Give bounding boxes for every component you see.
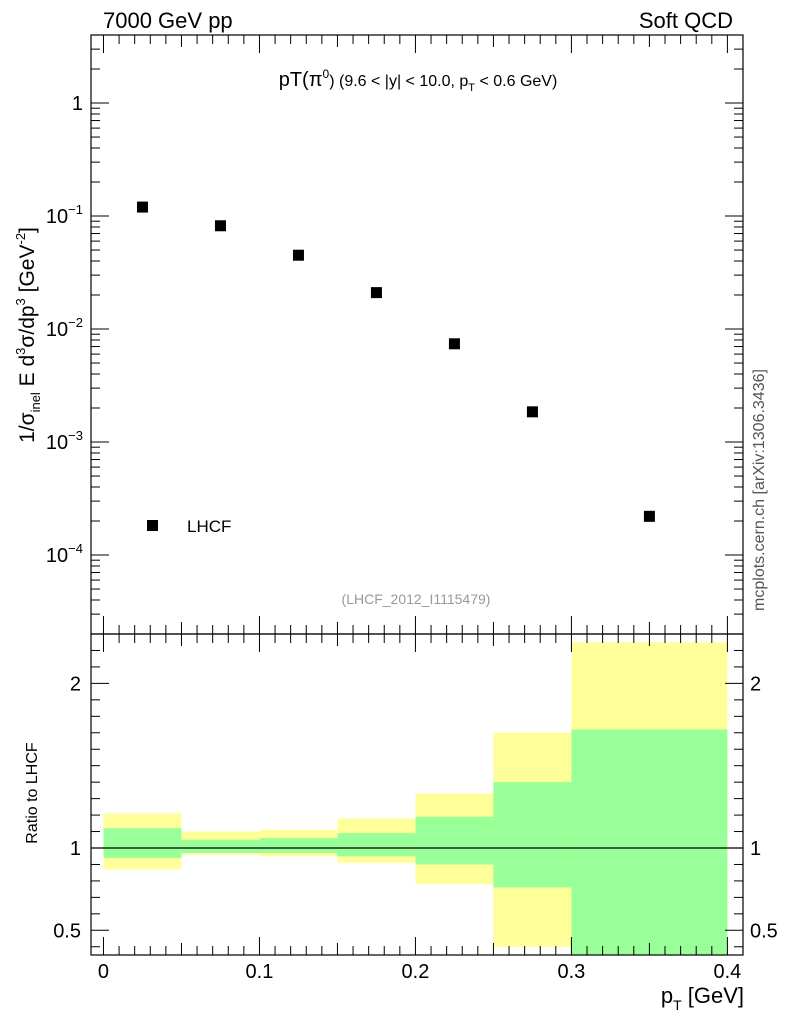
main-title-b: ) (9.6 < |y| < 10.0, p [329, 73, 468, 90]
main-ytick-label-0: 1 [72, 93, 83, 115]
ylabel-b-sup: 3 [13, 348, 28, 355]
ratio-xtick-label-1: 0.1 [246, 961, 274, 983]
ratio-xtick-label-2: 0.2 [402, 961, 430, 983]
ratio-ylabel: Ratio to LHCF [24, 742, 41, 844]
header-left: 7000 GeV pp [103, 8, 233, 33]
legend-marker [147, 520, 158, 531]
ratio-panel: 0.5 0.5 1 1 2 2 0 0.1 0.2 0.3 0.4 [53, 633, 778, 983]
data-point [136, 201, 148, 213]
data-point [370, 287, 382, 299]
ylabel-a: 1/σ [16, 412, 39, 443]
main-frame [90, 34, 744, 635]
ratio-xtick-label-0: 0 [98, 961, 109, 983]
main-title-sup: 0 [323, 67, 330, 81]
watermark: mcplots.cern.ch [arXiv:1306.3436] [751, 369, 768, 611]
ratio-band-inner-1 [181, 839, 260, 853]
main-ytick-label-3: 10−3 [46, 428, 83, 454]
ratio-ytick-label-right-1: 1 [750, 838, 761, 860]
ratio-band-inner-3 [337, 833, 416, 857]
main-title-sub: T [468, 82, 475, 94]
data-point [526, 406, 538, 418]
data-point [643, 510, 655, 522]
ratio-ytick-label-2: 2 [70, 673, 81, 695]
ylabel-c: σ/dp [16, 305, 39, 347]
ratio-band-inner-2 [259, 838, 338, 853]
main-data-points [136, 201, 655, 522]
ratio-band-inner-6 [571, 729, 728, 955]
xlabel-main: p [661, 983, 673, 1008]
ratio-ytick-label-1: 1 [70, 838, 81, 860]
ratio-band-inner-5 [493, 782, 572, 888]
analysis-tag: (LHCF_2012_I1115479) [342, 591, 491, 607]
ratio-frame [90, 633, 744, 956]
ylabel-e: ] [16, 227, 39, 233]
ylabel-b: E d [16, 355, 39, 392]
ratio-band-inner-0 [103, 828, 182, 858]
xlabel-sub: T [673, 997, 682, 1013]
main-title: pT(π0) (9.6 < |y| < 10.0, pT < 0.6 GeV) [279, 67, 558, 94]
data-point [214, 220, 226, 232]
data-point [448, 338, 460, 350]
ratio-ytick-label-right-2: 2 [750, 673, 761, 695]
ratio-bands [103, 642, 728, 955]
ylabel-a-sub: inel [28, 392, 43, 412]
ratio-band-inner-4 [415, 816, 494, 865]
main-ytick-label-4: 10−4 [46, 541, 83, 567]
ylabel-d-sup: -2 [13, 233, 28, 245]
main-ytick-label-1: 10−1 [46, 202, 83, 228]
ratio-xtick-label-4: 0.4 [713, 961, 741, 983]
header-right: Soft QCD [639, 8, 733, 33]
ratio-ytick-label-right-0: 0.5 [750, 920, 778, 942]
main-title-a: pT(π [279, 69, 323, 91]
ratio-xtick-label-3: 0.3 [558, 961, 586, 983]
main-panel: 1 10−1 10−2 10−3 10−4 [46, 34, 744, 635]
legend-label: LHCF [187, 517, 231, 536]
data-point [292, 249, 304, 261]
main-title-c: < 0.6 GeV) [475, 73, 557, 90]
main-ylabel: 1/σinel E d3σ/dp3 [GeV-2] [13, 227, 43, 443]
xlabel-unit: [GeV] [682, 983, 744, 1008]
ylabel-d: [GeV [16, 244, 39, 298]
ratio-ytick-label-0: 0.5 [53, 920, 81, 942]
main-ytick-label-2: 10−2 [46, 315, 83, 341]
x-axis-label: pT [GeV] [661, 983, 744, 1013]
ylabel-c-sup: 3 [13, 298, 28, 305]
